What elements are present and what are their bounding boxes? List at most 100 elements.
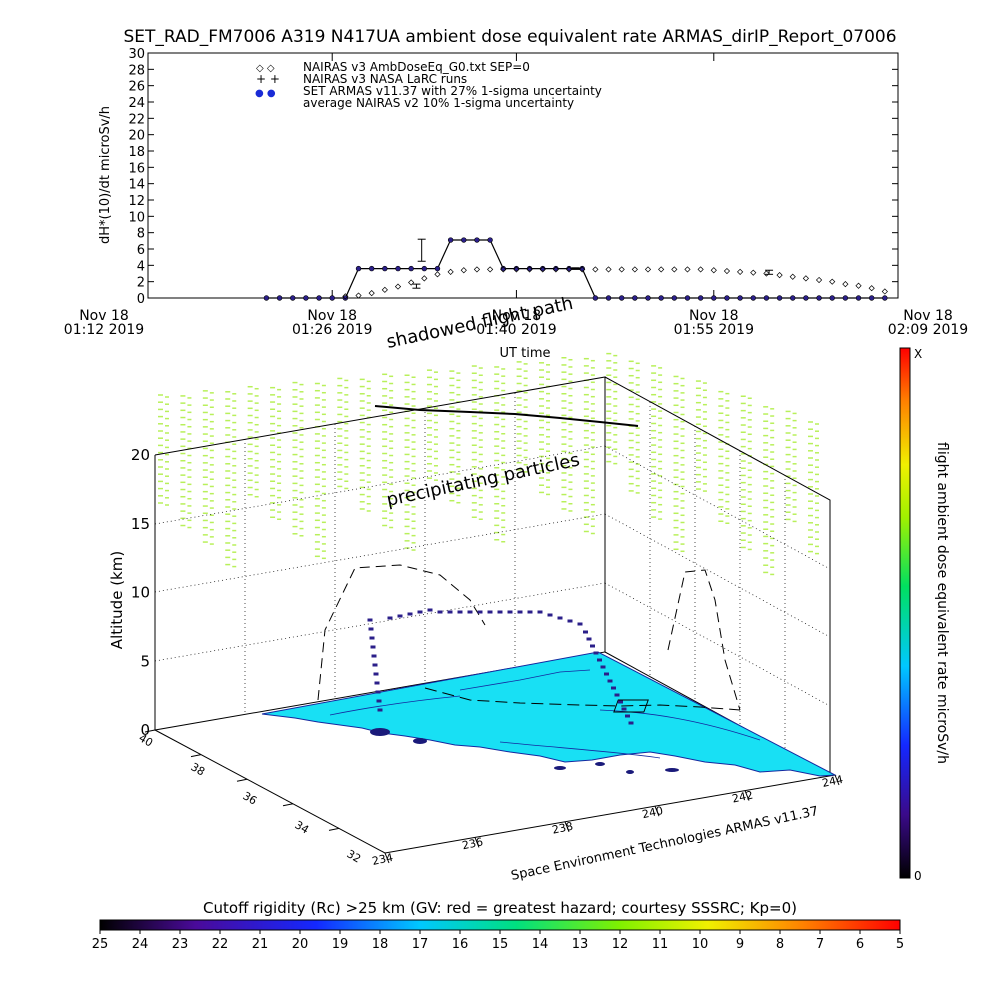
armas-point: [790, 295, 796, 301]
legend-symbol-1: ◇ ◇: [256, 63, 275, 74]
flight-track-point: [583, 630, 588, 634]
legend-label-1: NAIRAS v3 AmbDoseEq_G0.txt SEP=0: [303, 60, 530, 74]
colorbar-tick-label: 18: [372, 937, 389, 952]
colorbar-right-label: flight ambient dose equivalent rate micr…: [934, 442, 950, 764]
flight-track-point: [376, 699, 382, 703]
colorbar-tick-label: 6: [856, 937, 864, 952]
armas-point: [566, 265, 572, 272]
z-axis-label: Altitude (km): [108, 551, 126, 649]
armas-point: [579, 265, 585, 272]
armas-point: [290, 295, 296, 301]
armas-point: [684, 295, 691, 301]
armas-point: [737, 295, 743, 301]
colorbar-bottom: [99, 919, 901, 931]
surface-contours: [329, 669, 761, 759]
nairas-point: [881, 288, 888, 295]
lat-tick-label: 32: [345, 847, 364, 865]
x-tick-label-date: Nov 18: [689, 308, 739, 324]
y-tick-label: 4: [137, 259, 145, 274]
colorbar-tick-label: 10: [692, 937, 709, 952]
armas-point: [697, 295, 704, 301]
lon-tick: [564, 821, 570, 832]
lon-tick-label: 234: [371, 851, 394, 868]
particles-layer: [158, 352, 819, 576]
colorbar-tick-label: 9: [736, 937, 744, 952]
colorbar-tick-label: 15: [492, 937, 509, 952]
flight-path-top: [374, 405, 639, 427]
armas-point: [632, 295, 638, 301]
colorbar-tick-label: 16: [452, 937, 469, 952]
y-axis-label: dH*(10)/dt microSv/h: [98, 106, 113, 244]
aircraft-marker: [613, 699, 649, 713]
nairas-point: [447, 268, 454, 275]
z-tick-label: 10: [131, 584, 150, 602]
flight-path-shadow: [424, 687, 741, 711]
armas-point: [842, 295, 849, 301]
colorbar-bottom-label: Cutoff rigidity (Rc) >25 km (GV: red = g…: [203, 899, 797, 917]
z-axis: 0 5 10 15 20: [131, 446, 150, 739]
flight-track-point: [517, 610, 523, 614]
lat-tick: [282, 803, 294, 807]
flight-track-point: [457, 610, 463, 614]
flight-track-point: [377, 708, 383, 712]
x-tick-label-date: Nov 18: [492, 308, 542, 324]
z-tick-label: 0: [140, 721, 150, 739]
armas-point: [447, 237, 454, 243]
colorbar-tick-label: 5: [896, 937, 904, 952]
flight-track-point: [625, 714, 630, 718]
armas-point: [329, 295, 335, 301]
colorbar-tick-label: 11: [652, 937, 669, 952]
nairas-point: [513, 266, 520, 273]
colorbar-tick-label: 17: [412, 937, 429, 952]
surface-coastline-speckles: [370, 728, 679, 774]
nairas-point: [355, 292, 362, 299]
armas-point: [461, 237, 467, 243]
flight-track-point: [368, 627, 374, 631]
colorbar-tick-label: 22: [212, 937, 229, 952]
flight-track-point: [527, 610, 533, 614]
nairas-point: [487, 266, 494, 273]
armas-point: [434, 265, 441, 272]
colorbar-right-max: X: [914, 347, 922, 361]
z-tick-label: 5: [140, 652, 150, 670]
annotation-set-armas: Space Environment Technologies ARMAS v11…: [510, 804, 820, 884]
nairas-point: [776, 272, 783, 279]
y-tick-label: 30: [128, 47, 145, 62]
x-tick-label-time: 01:26 2019: [292, 322, 372, 338]
nairas-point: [684, 266, 691, 273]
flight-track-point: [567, 619, 573, 623]
armas-point: [303, 295, 309, 301]
armas-point: [395, 265, 401, 272]
armas-point: [316, 295, 322, 301]
flight-track-point: [604, 672, 609, 676]
armas-point: [526, 265, 533, 272]
flight-track-point: [621, 707, 627, 711]
flight-track-point: [369, 636, 375, 640]
armas-point: [408, 265, 414, 272]
lat-tick-label: 34: [293, 818, 312, 836]
nairas-point: [644, 266, 652, 273]
lon-tick-label: 238: [551, 820, 574, 837]
flight-track-point: [618, 700, 623, 704]
nairas-point: [342, 293, 349, 300]
flight-track-point: [611, 686, 616, 690]
y-tick-label: 20: [128, 129, 145, 144]
flight-track-point: [600, 665, 606, 669]
lon-tick: [474, 837, 480, 848]
nairas-point: [592, 266, 599, 273]
colorbar-tick-label: 21: [252, 937, 269, 952]
rigidity-surface: [261, 651, 837, 777]
nairas-point: [723, 267, 731, 275]
nairas-point: [789, 273, 796, 280]
series-layer: [263, 237, 888, 301]
flight-track-point: [374, 681, 380, 685]
nairas-point: [434, 271, 441, 278]
y-tick-label: 12: [128, 194, 145, 209]
y-tick-label: 22: [128, 112, 145, 127]
nairas-point: [552, 266, 559, 273]
flight-track-point: [487, 610, 493, 614]
armas-point: [421, 265, 428, 272]
lat-tick-label: 36: [241, 789, 260, 807]
armas-point: [540, 265, 546, 272]
y-tick-label: 6: [137, 243, 145, 258]
